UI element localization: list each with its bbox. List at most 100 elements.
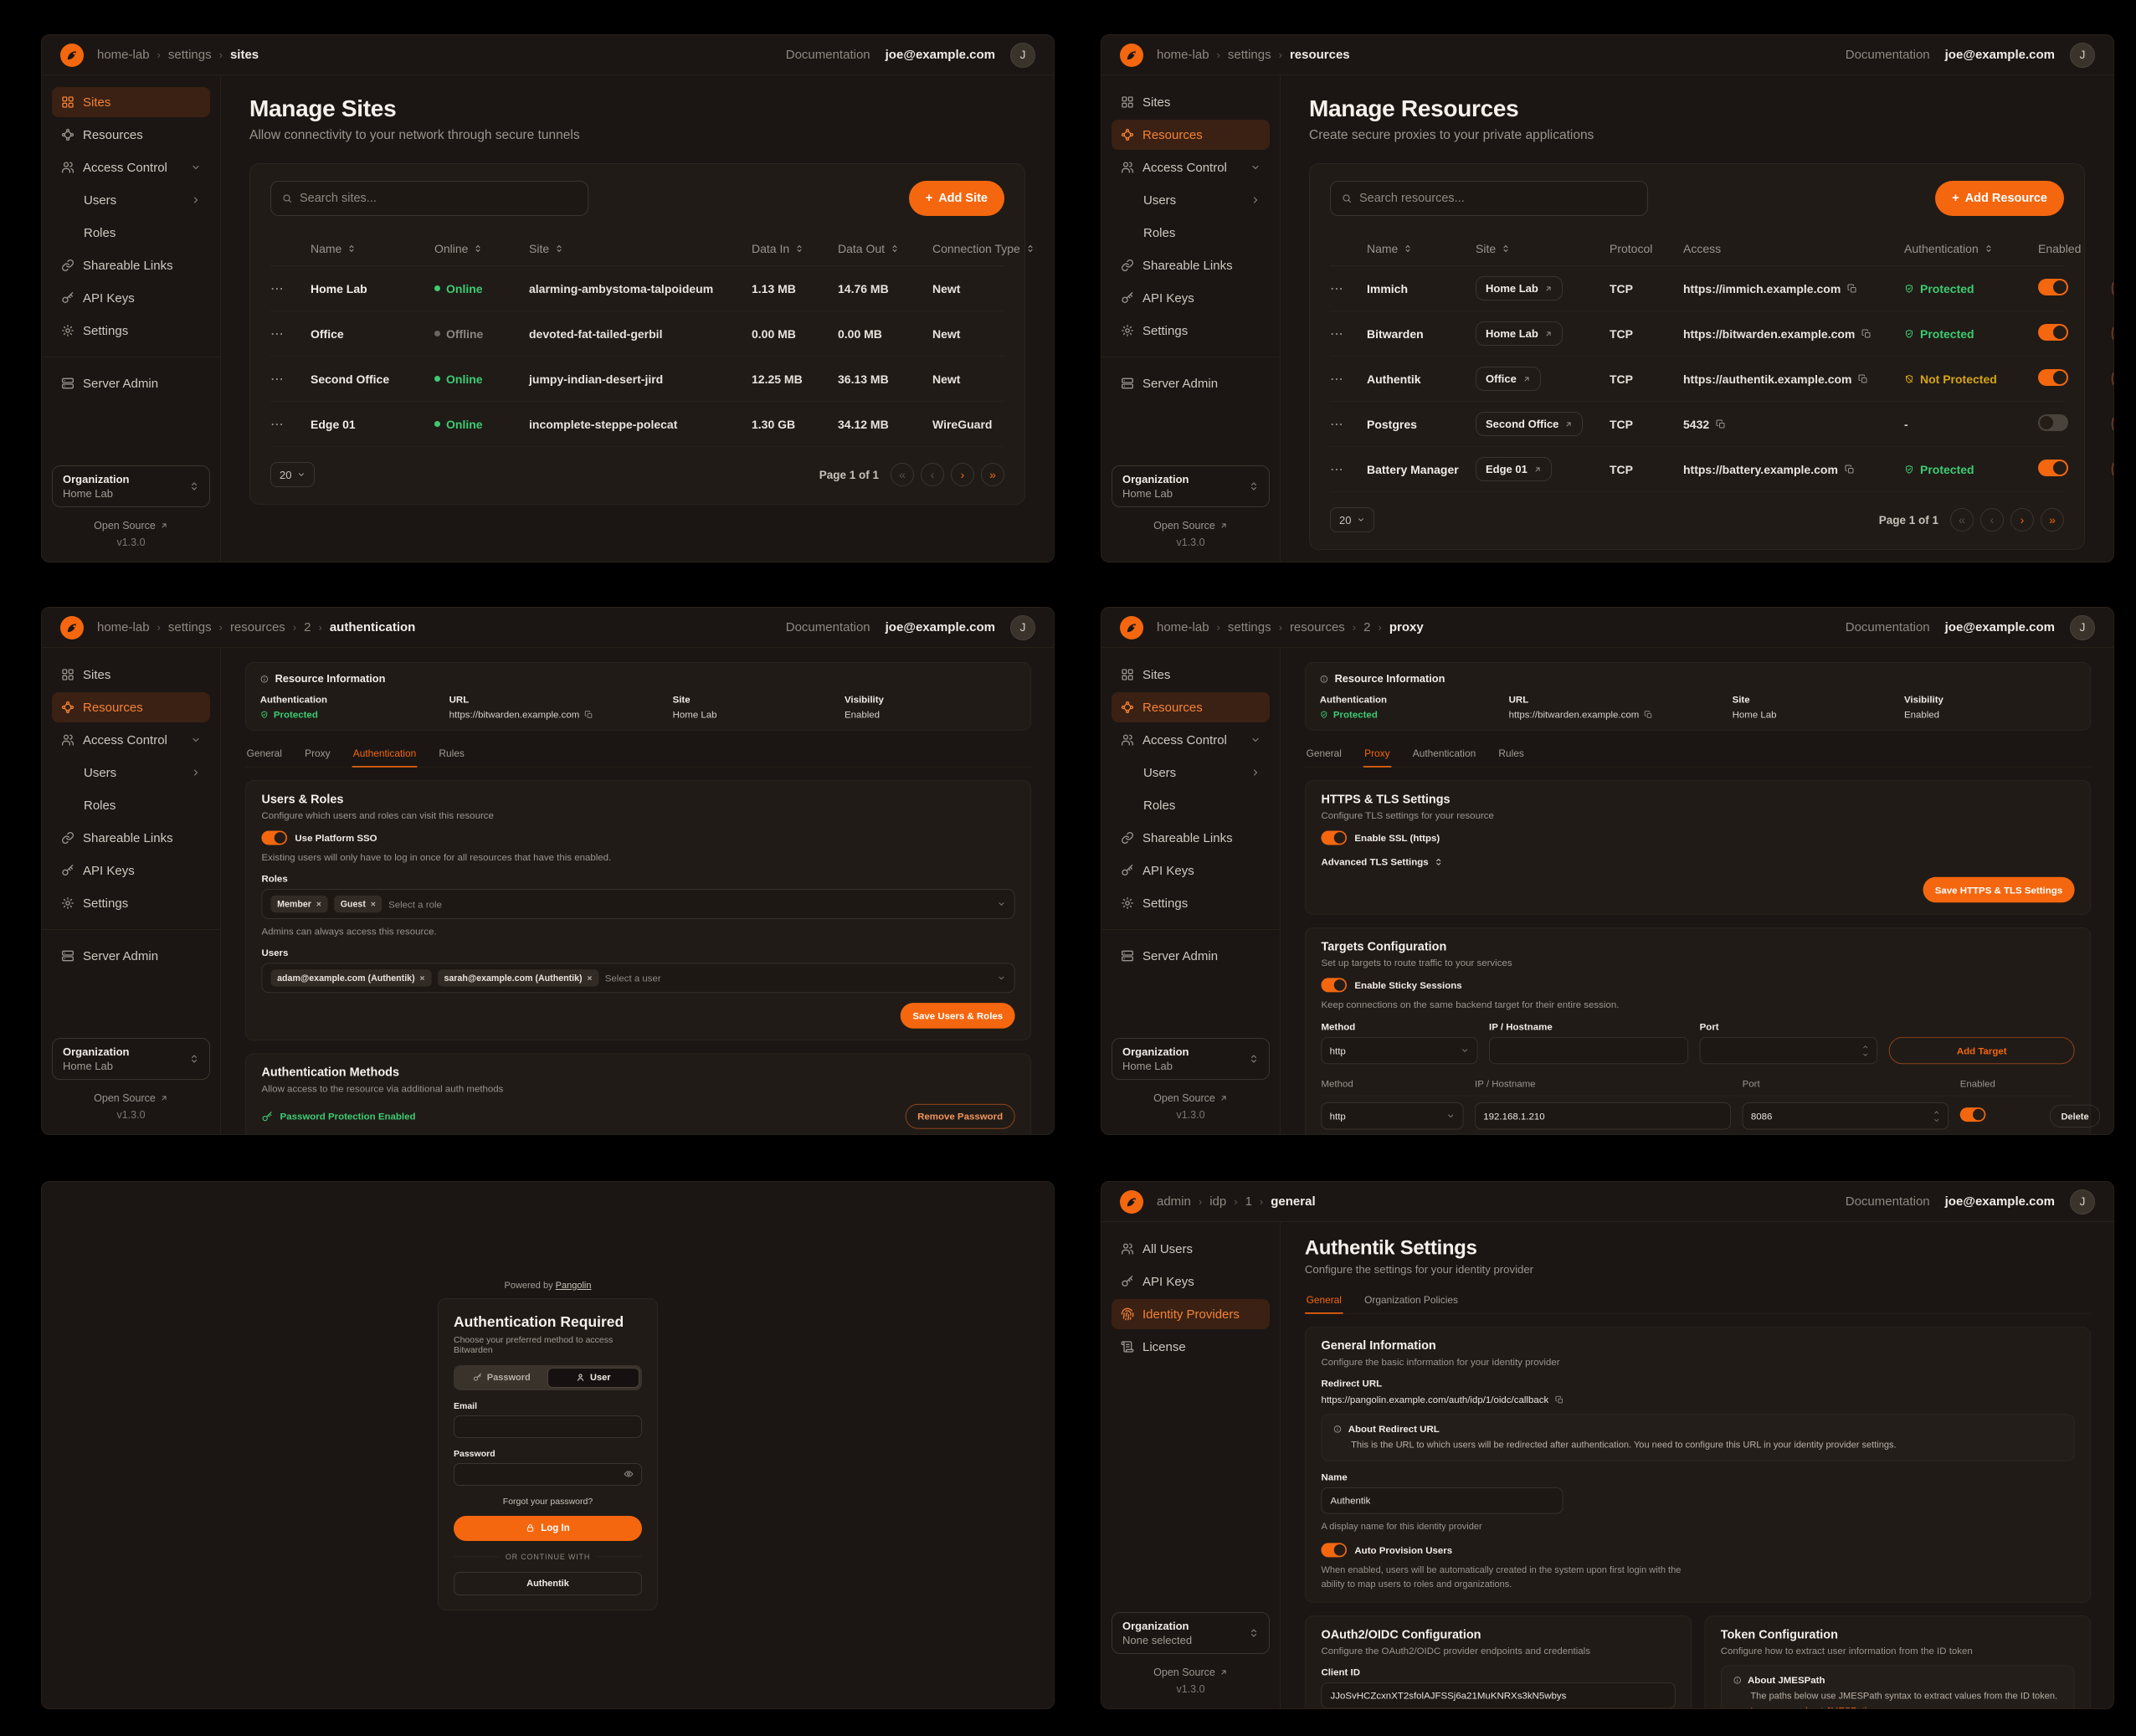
breadcrumb-item[interactable]: home-lab: [97, 48, 150, 62]
open-source-link[interactable]: Open Source: [94, 520, 168, 532]
row-menu-icon[interactable]: ⋯: [1330, 462, 1344, 477]
tab-general[interactable]: General: [246, 747, 282, 759]
method-select[interactable]: http: [1321, 1036, 1478, 1065]
sidebar-item-server-admin[interactable]: Server Admin: [52, 941, 210, 971]
authentik-sso-button[interactable]: Authentik: [454, 1571, 642, 1595]
edit-button[interactable]: Edit→: [2112, 274, 2113, 303]
organization-picker[interactable]: Organization Home Lab: [1112, 1038, 1270, 1080]
column-header-name[interactable]: Name: [1367, 242, 1469, 255]
sidebar-item-sites[interactable]: Sites: [1112, 87, 1270, 117]
sidebar-item-server-admin[interactable]: Server Admin: [1112, 941, 1270, 971]
column-header-authentication[interactable]: Authentication: [1904, 242, 2031, 255]
tab-organization-policies[interactable]: Organization Policies: [1364, 1293, 1458, 1306]
client-id-input[interactable]: JJoSvHCZcxnXT2sfolAJFSSj6a21MuKNRXs3kN5w…: [1321, 1682, 1676, 1708]
tab-general[interactable]: General: [1306, 747, 1342, 759]
sidebar-item-roles[interactable]: Roles: [52, 218, 210, 248]
search-input[interactable]: [300, 192, 577, 205]
breadcrumb-item[interactable]: home-lab: [1157, 620, 1209, 634]
enabled-toggle[interactable]: [2038, 414, 2068, 431]
sidebar-item-shareable-links[interactable]: Shareable Links: [1112, 250, 1270, 280]
sidebar-item-api-keys[interactable]: API Keys: [1112, 283, 1270, 313]
tab-proxy[interactable]: Proxy: [305, 747, 331, 759]
site-link-button[interactable]: Edge 01: [1476, 457, 1552, 481]
user-email[interactable]: joe@example.com: [885, 620, 995, 634]
add-site-button[interactable]: + Add Site: [908, 181, 1004, 216]
tab-password[interactable]: Password: [456, 1368, 547, 1388]
open-source-link[interactable]: Open Source: [94, 1092, 168, 1104]
documentation-link[interactable]: Documentation: [1845, 620, 1930, 634]
sidebar-item-settings[interactable]: Settings: [1112, 888, 1270, 918]
port-input[interactable]: [1699, 1036, 1878, 1065]
tab-general[interactable]: General: [1304, 1290, 1343, 1314]
breadcrumb-item[interactable]: admin: [1157, 1194, 1191, 1209]
remove-password-button[interactable]: Remove Password: [905, 1103, 1015, 1129]
avatar[interactable]: J: [2070, 42, 2095, 68]
user-email[interactable]: joe@example.com: [1944, 1194, 2055, 1209]
tab-authentication[interactable]: Authentication: [352, 743, 418, 768]
column-header-site[interactable]: Site: [1476, 242, 1603, 255]
copy-icon[interactable]: [1847, 284, 1857, 294]
avatar[interactable]: J: [1010, 42, 1035, 68]
close-icon[interactable]: ×: [419, 973, 425, 984]
documentation-link[interactable]: Documentation: [1845, 1194, 1930, 1209]
sidebar-item-license[interactable]: License: [1112, 1332, 1270, 1362]
sidebar-item-resources[interactable]: Resources: [52, 120, 210, 150]
edit-button[interactable]: Edit→: [2112, 409, 2113, 439]
edit-button[interactable]: Edit→: [2112, 364, 2113, 393]
sidebar-item-resources[interactable]: Resources: [1112, 692, 1270, 722]
add-target-button[interactable]: Add Target: [1888, 1036, 2075, 1065]
organization-picker[interactable]: Organization Home Lab: [1112, 465, 1270, 507]
copy-icon[interactable]: [1845, 465, 1855, 475]
edit-button[interactable]: Edit→: [2112, 455, 2113, 484]
number-stepper[interactable]: [1861, 1043, 1869, 1058]
sidebar-item-resources[interactable]: Resources: [1112, 120, 1270, 150]
sidebar-item-roles[interactable]: Roles: [52, 790, 210, 820]
email-field[interactable]: [454, 1415, 642, 1438]
site-link-button[interactable]: Home Lab: [1476, 276, 1563, 300]
column-header-site[interactable]: Site: [529, 242, 745, 255]
role-chip[interactable]: Member ×: [270, 895, 328, 913]
breadcrumb-item[interactable]: resources: [1289, 620, 1345, 634]
edit-button[interactable]: Edit→: [2112, 319, 2113, 348]
row-menu-icon[interactable]: ⋯: [270, 372, 285, 387]
breadcrumb-item[interactable]: settings: [1227, 48, 1271, 62]
site-link-button[interactable]: Office: [1476, 367, 1541, 391]
enabled-toggle[interactable]: [2038, 369, 2068, 386]
sidebar-item-access-control[interactable]: Access Control: [1112, 152, 1270, 182]
sidebar-item-api-keys[interactable]: API Keys: [52, 283, 210, 313]
row-menu-icon[interactable]: ⋯: [1330, 281, 1344, 296]
open-source-link[interactable]: Open Source: [1153, 520, 1228, 532]
search-resources-input[interactable]: [1330, 181, 1648, 216]
last-page-button[interactable]: »: [2041, 508, 2064, 532]
open-source-link[interactable]: Open Source: [1153, 1667, 1228, 1678]
previous-page-button[interactable]: ‹: [1980, 508, 2004, 532]
ip-hostname-input[interactable]: [1489, 1036, 1689, 1065]
close-icon[interactable]: ×: [316, 899, 321, 909]
sidebar-item-api-keys[interactable]: API Keys: [1112, 855, 1270, 886]
sidebar-item-users[interactable]: Users: [1112, 758, 1270, 788]
open-source-link[interactable]: Open Source: [1153, 1092, 1228, 1104]
tab-authentication[interactable]: Authentication: [1412, 747, 1476, 759]
sidebar-item-sites[interactable]: Sites: [52, 87, 210, 117]
log-in-button[interactable]: Log In: [454, 1515, 642, 1541]
pangolin-link[interactable]: Pangolin: [555, 1280, 592, 1291]
roles-multiselect[interactable]: Member × Guest × Select a role: [261, 889, 1015, 919]
column-header-data-out[interactable]: Data Out: [838, 242, 926, 255]
organization-picker[interactable]: Organization Home Lab: [52, 1038, 210, 1080]
method-select[interactable]: http: [1321, 1102, 1464, 1130]
advanced-tls-settings[interactable]: Advanced TLS Settings: [1321, 856, 2074, 867]
next-page-button[interactable]: ›: [951, 463, 974, 486]
row-menu-icon[interactable]: ⋯: [270, 281, 285, 296]
page-size-select[interactable]: 20: [1330, 507, 1375, 532]
sidebar-item-users[interactable]: Users: [52, 758, 210, 788]
user-chip[interactable]: sarah@example.com (Authentik) ×: [437, 969, 599, 987]
target-enabled-toggle[interactable]: [1959, 1107, 1986, 1122]
breadcrumb-item[interactable]: settings: [167, 620, 212, 634]
sidebar-item-settings[interactable]: Settings: [1112, 316, 1270, 346]
sidebar-item-all-users[interactable]: All Users: [1112, 1234, 1270, 1264]
sidebar-item-api-keys[interactable]: API Keys: [1112, 1266, 1270, 1297]
email-input[interactable]: [462, 1421, 634, 1431]
port-input[interactable]: 8086: [1742, 1102, 1949, 1130]
breadcrumb-item[interactable]: 1: [1245, 1194, 1252, 1209]
sidebar-item-shareable-links[interactable]: Shareable Links: [52, 823, 210, 853]
